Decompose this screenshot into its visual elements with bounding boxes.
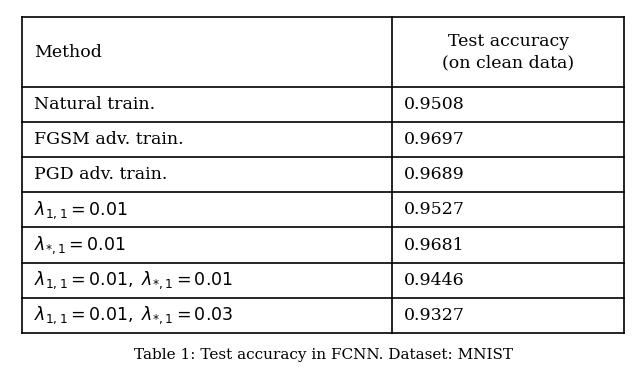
Text: Method: Method — [34, 44, 102, 61]
Text: 0.9681: 0.9681 — [404, 237, 465, 253]
Text: FGSM adv. train.: FGSM adv. train. — [34, 131, 184, 148]
Text: 0.9697: 0.9697 — [404, 131, 465, 148]
Text: 0.9689: 0.9689 — [404, 166, 465, 183]
Text: Table 1: Test accuracy in FCNN. Dataset: MNIST: Table 1: Test accuracy in FCNN. Dataset:… — [134, 348, 513, 362]
Text: $\lambda_{1,1} = 0.01$: $\lambda_{1,1} = 0.01$ — [34, 199, 127, 221]
Text: $\lambda_{1,1} = 0.01,\ \lambda_{*,1} = 0.01$: $\lambda_{1,1} = 0.01,\ \lambda_{*,1} = … — [34, 269, 233, 291]
Text: 0.9446: 0.9446 — [404, 271, 465, 289]
Text: 0.9327: 0.9327 — [404, 307, 465, 324]
Text: 0.9527: 0.9527 — [404, 202, 465, 218]
Text: PGD adv. train.: PGD adv. train. — [34, 166, 167, 183]
Text: Test accuracy
(on clean data): Test accuracy (on clean data) — [442, 33, 574, 71]
Text: $\lambda_{1,1} = 0.01,\ \lambda_{*,1} = 0.03$: $\lambda_{1,1} = 0.01,\ \lambda_{*,1} = … — [34, 305, 233, 326]
Text: $\lambda_{*,1} = 0.01$: $\lambda_{*,1} = 0.01$ — [34, 234, 126, 256]
Text: Natural train.: Natural train. — [34, 96, 155, 113]
Text: 0.9508: 0.9508 — [404, 96, 465, 113]
